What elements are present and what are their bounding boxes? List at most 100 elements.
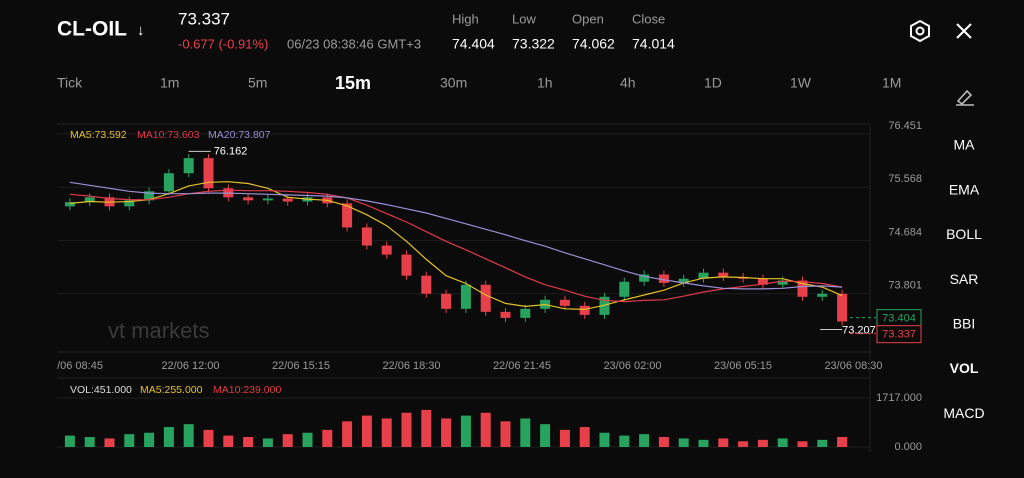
timestamp: 06/23 08:38:46 GMT+3	[287, 36, 421, 51]
volume-bar	[163, 427, 174, 447]
indicator-button[interactable]: BOLL	[946, 226, 982, 242]
stat-label: High	[452, 11, 479, 26]
draw-tool-icon[interactable]	[956, 89, 974, 106]
price-tag	[876, 325, 922, 344]
timeframe-tab[interactable]: Tick	[57, 75, 83, 91]
volume-bar	[302, 432, 313, 447]
candle	[381, 245, 392, 255]
symbol[interactable]: CL-OIL	[57, 18, 127, 41]
candle	[480, 284, 491, 312]
x-tick-label: 22/06 21:45	[493, 360, 551, 372]
candle	[124, 200, 135, 207]
close-icon[interactable]	[956, 23, 972, 39]
settings-icon[interactable]	[910, 19, 930, 43]
volume-bar	[203, 429, 214, 447]
volume-bar	[381, 418, 392, 447]
candle	[599, 296, 610, 315]
candle	[64, 202, 75, 207]
indicator-button[interactable]: MACD	[943, 405, 984, 421]
candle	[678, 278, 689, 283]
x-tick-label: /06 08:45	[57, 360, 103, 372]
vol-legend: MA5:255.000	[140, 384, 203, 396]
timeframe-tab[interactable]: 1m	[160, 75, 179, 91]
candle	[520, 308, 531, 318]
timeframe-tab[interactable]: 1M	[882, 75, 901, 91]
volume-bar	[282, 434, 293, 447]
candle	[639, 274, 650, 282]
vol-tick-label: 1717.000	[876, 392, 922, 404]
ma-legend: MA5:73.592	[70, 129, 127, 141]
volume-bar	[342, 421, 353, 447]
volume-bar	[183, 424, 194, 447]
volume-bar	[658, 437, 669, 447]
volume-bar	[262, 438, 273, 447]
volume-bar	[223, 435, 234, 447]
candle	[777, 280, 788, 285]
ma-line	[69, 181, 843, 290]
stat-value: 74.062	[572, 36, 615, 52]
timeframe-tab[interactable]: 1D	[704, 75, 722, 91]
candle	[460, 284, 471, 309]
volume-bar	[797, 441, 808, 447]
candle	[817, 293, 828, 297]
candle	[282, 198, 293, 202]
vol-legend: MA10:239.000	[213, 384, 281, 396]
timeframe-tab[interactable]: 5m	[248, 75, 267, 91]
volume-bar	[639, 434, 650, 447]
timeframe-tab[interactable]: 1W	[790, 75, 812, 91]
volume-bar	[757, 439, 768, 447]
candle	[698, 272, 709, 279]
volume-bar	[480, 412, 491, 447]
volume-bar	[777, 438, 788, 447]
volume-bar	[599, 432, 610, 447]
indicator-button[interactable]: BBI	[953, 316, 976, 332]
candle	[658, 274, 669, 283]
timeframe-tab[interactable]: 4h	[620, 75, 636, 91]
indicator-button[interactable]: VOL	[950, 360, 979, 376]
candle	[797, 280, 808, 297]
candle	[579, 305, 590, 315]
volume-bar	[84, 437, 95, 447]
indicator-button[interactable]: SAR	[950, 271, 979, 287]
volume-bar	[619, 435, 630, 447]
timeframe-tab[interactable]: 30m	[440, 75, 467, 91]
candle	[163, 173, 174, 192]
timeframe-tab[interactable]: 15m	[335, 73, 371, 93]
candle	[500, 311, 511, 318]
ma-legend: MA10:73.603	[137, 129, 200, 141]
vol-tick-label: 0.000	[894, 441, 922, 453]
timeframe-tab[interactable]: 1h	[537, 75, 553, 91]
volume-bar	[421, 409, 432, 447]
price-tag-label: 73.404	[882, 313, 916, 325]
volume-bar	[64, 435, 75, 447]
volume-bar	[559, 429, 570, 447]
indicator-button[interactable]: EMA	[949, 181, 980, 197]
volume-bar	[500, 421, 511, 447]
candle	[619, 281, 630, 297]
volume-bar	[817, 439, 828, 447]
ma-line	[69, 189, 843, 303]
volume-bar	[540, 424, 551, 447]
candle	[421, 275, 432, 294]
volume-bar	[104, 438, 115, 447]
direction-arrow: ↓	[137, 22, 145, 39]
candle	[342, 203, 353, 228]
volume-bar	[144, 432, 155, 447]
volume-bar	[361, 415, 372, 447]
candle	[441, 293, 452, 309]
high-label: 76.162	[214, 145, 248, 157]
stat-label: Open	[572, 11, 604, 26]
vol-legend: VOL:451.000	[70, 384, 132, 396]
x-tick-label: 22/06 18:30	[382, 360, 440, 372]
candle	[757, 278, 768, 285]
stat-label: Close	[632, 11, 665, 26]
indicator-button[interactable]: MA	[954, 137, 976, 153]
stat-value: 74.014	[632, 36, 675, 52]
ma-legend: MA20:73.807	[208, 129, 271, 141]
candle	[84, 197, 95, 203]
candle	[401, 254, 412, 276]
stat-label: Low	[512, 11, 536, 26]
volume-bar	[837, 437, 848, 447]
